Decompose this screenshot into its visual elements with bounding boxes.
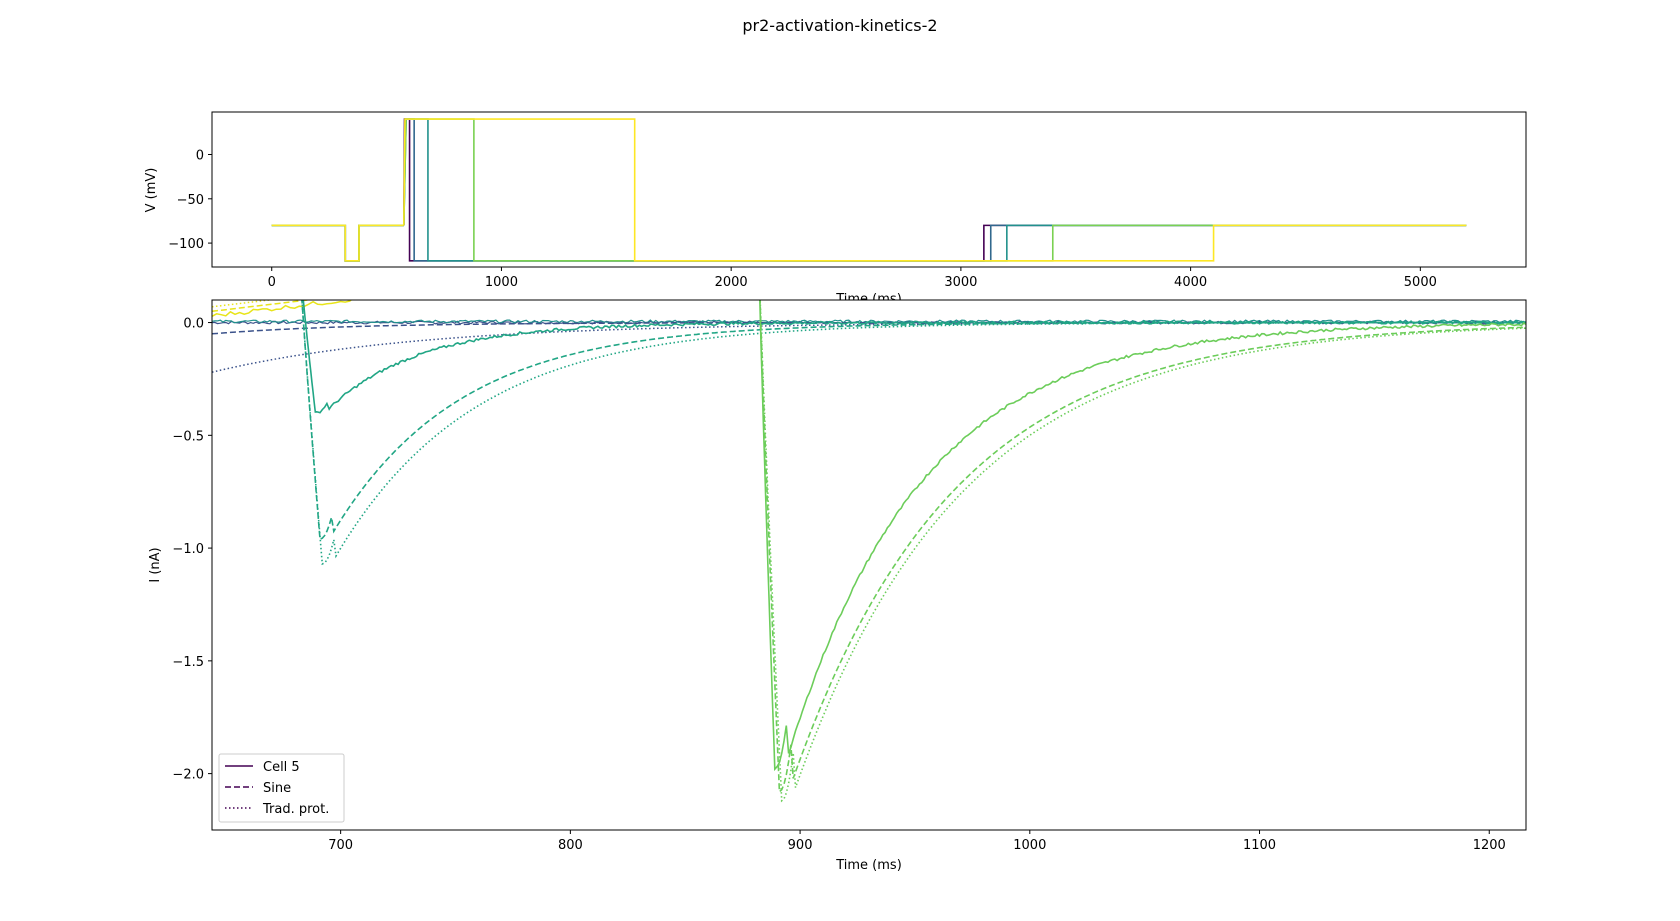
voltage-xtick-label: 2000 (715, 275, 748, 290)
voltage-ytick-label: 0 (196, 149, 204, 164)
current-ytick-label: −1.5 (172, 655, 204, 670)
figure-title: pr2-activation-kinetics-2 (742, 16, 937, 35)
current-ytick-label: −2.0 (172, 768, 204, 783)
legend-box (218, 753, 345, 823)
legend: Cell 5 Sine Trad. prot. (218, 753, 345, 823)
voltage-baseline-3 (271, 224, 404, 262)
fit-yellow-solid (212, 300, 353, 318)
current-axes: 700 800 900 1000 1100 1200 0.0 −0.5 −1.0 −1.5 −2.0… (148, 299, 1527, 873)
current-xtick-label: 1000 (1013, 838, 1046, 853)
legend-label-cell5: Cell 5 (263, 760, 300, 775)
voltage-traces (271, 118, 1467, 262)
trad-trace-b (759, 300, 1526, 803)
current-traces (212, 300, 1526, 803)
current-xtick-label: 900 (788, 838, 813, 853)
voltage-baseline-6 (271, 224, 404, 262)
voltage-xtick-label: 0 (268, 275, 276, 290)
voltage-baseline-5 (271, 224, 404, 262)
trad-trace-a (301, 300, 1526, 566)
voltage-ticks: 0 1000 2000 3000 4000 5000 0 −50 −100 (168, 149, 1437, 290)
voltage-step-2 (403, 118, 1467, 262)
voltage-xtick-label: 1000 (485, 275, 518, 290)
current-xtick-label: 1100 (1243, 838, 1276, 853)
current-axes-frame (211, 299, 1527, 831)
current-xtick-label: 800 (558, 838, 583, 853)
current-xtick-label: 1200 (1473, 838, 1506, 853)
current-ytick-label: 0.0 (183, 317, 204, 332)
voltage-xtick-label: 3000 (944, 275, 977, 290)
current-ylabel: I (nA) (148, 547, 163, 582)
voltage-step-3 (403, 118, 1467, 262)
voltage-step-5 (403, 118, 1467, 262)
current-ytick-label: −0.5 (172, 429, 204, 444)
voltage-baseline-2 (271, 224, 404, 262)
voltage-baseline-4 (271, 224, 404, 262)
voltage-ytick-label: −100 (168, 237, 204, 252)
voltage-xtick-label: 5000 (1404, 275, 1437, 290)
legend-label-sine: Sine (263, 781, 291, 796)
voltage-step-4 (403, 118, 1467, 262)
fit-yellow-dotted (212, 300, 276, 308)
voltage-xtick-label: 4000 (1174, 275, 1207, 290)
voltage-step-1 (403, 118, 1467, 262)
current-ytick-label: −1.0 (172, 542, 204, 557)
voltage-axes-frame (211, 111, 1527, 268)
voltage-ylabel: V (mV) (144, 168, 159, 213)
current-xtick-label: 700 (328, 838, 353, 853)
legend-label-trad: Trad. prot. (262, 802, 329, 817)
current-ticks: 700 800 900 1000 1100 1200 0.0 −0.5 −1.0 −1.5 −2.0 (172, 317, 1505, 853)
current-xlabel: Time (ms) (835, 858, 902, 873)
sine-trace-b (759, 300, 1526, 794)
current-axes-background (212, 300, 1526, 830)
sine-trace-a (301, 300, 1526, 541)
voltage-ytick-label: −50 (177, 193, 204, 208)
voltage-baseline-1 (271, 224, 404, 262)
cell5-trace-b (759, 300, 1526, 772)
